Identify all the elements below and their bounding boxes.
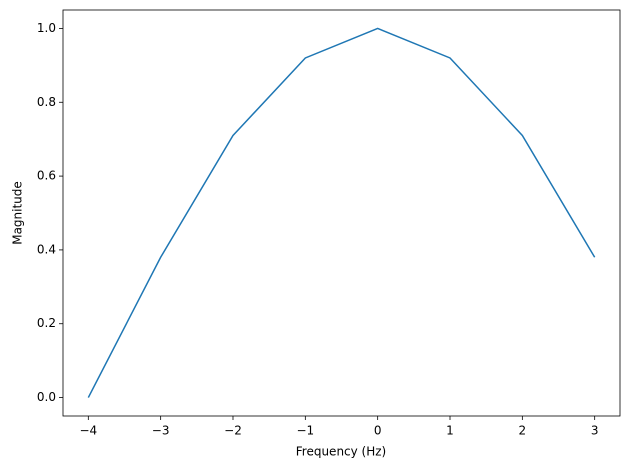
y-tick-label: 1.0 <box>37 21 56 35</box>
y-tick-label: 0.0 <box>37 390 56 404</box>
x-tick-label: −1 <box>296 424 314 438</box>
y-tick-label: 0.6 <box>37 169 56 183</box>
plot-frame <box>62 9 621 417</box>
y-tick-label: 0.2 <box>37 316 56 330</box>
x-tick-label: −2 <box>224 424 242 438</box>
x-axis-label: Frequency (Hz) <box>296 445 387 459</box>
x-tick-label: 1 <box>446 424 454 438</box>
x-tick-label: −3 <box>152 424 170 438</box>
x-tick-label: −4 <box>79 424 97 438</box>
y-axis-label: Magnitude <box>11 181 25 245</box>
x-tick-label: 3 <box>591 424 599 438</box>
x-tick-label: 2 <box>519 424 527 438</box>
line <box>87 27 596 398</box>
y-tick-label: 0.8 <box>37 95 56 109</box>
y-tick-label: 0.4 <box>37 242 56 256</box>
x-tick-label: 0 <box>374 424 382 438</box>
